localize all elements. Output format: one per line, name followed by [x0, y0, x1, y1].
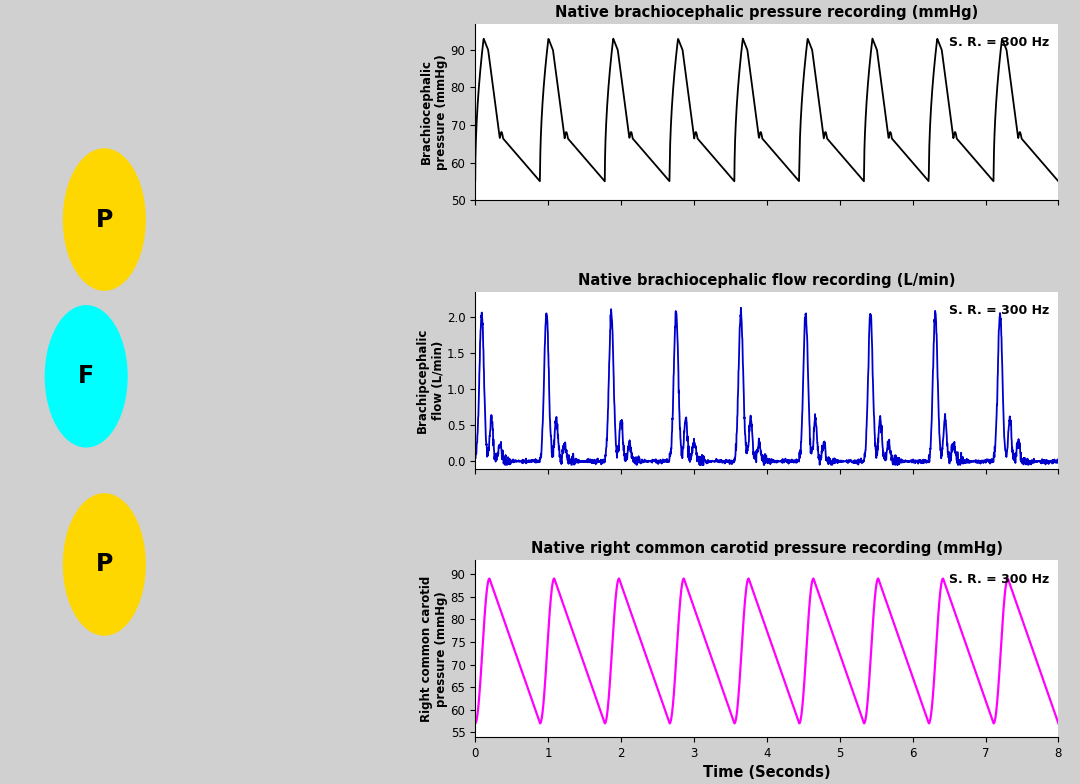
Text: P: P — [96, 553, 113, 576]
Text: S. R. = 300 Hz: S. R. = 300 Hz — [949, 573, 1050, 586]
X-axis label: Time (Seconds): Time (Seconds) — [703, 765, 831, 780]
Text: S. R. = 300 Hz: S. R. = 300 Hz — [949, 304, 1050, 318]
Text: S. R. = 300 Hz: S. R. = 300 Hz — [949, 36, 1050, 49]
Title: Native brachiocephalic pressure recording (mmHg): Native brachiocephalic pressure recordin… — [555, 5, 978, 20]
Text: F: F — [78, 365, 94, 388]
Y-axis label: Brachiocephalic
pressure (mmHg): Brachiocephalic pressure (mmHg) — [420, 54, 448, 169]
Circle shape — [64, 149, 145, 290]
Title: Native brachiocephalic flow recording (L/min): Native brachiocephalic flow recording (L… — [578, 273, 956, 288]
Y-axis label: Brachipcephalic
flow (L/min): Brachipcephalic flow (L/min) — [416, 328, 444, 433]
Title: Native right common carotid pressure recording (mmHg): Native right common carotid pressure rec… — [530, 542, 1003, 557]
Text: P: P — [96, 208, 113, 231]
Y-axis label: Right common carotid
pressure (mmHg): Right common carotid pressure (mmHg) — [420, 575, 448, 722]
Circle shape — [45, 306, 127, 447]
Circle shape — [64, 494, 145, 635]
